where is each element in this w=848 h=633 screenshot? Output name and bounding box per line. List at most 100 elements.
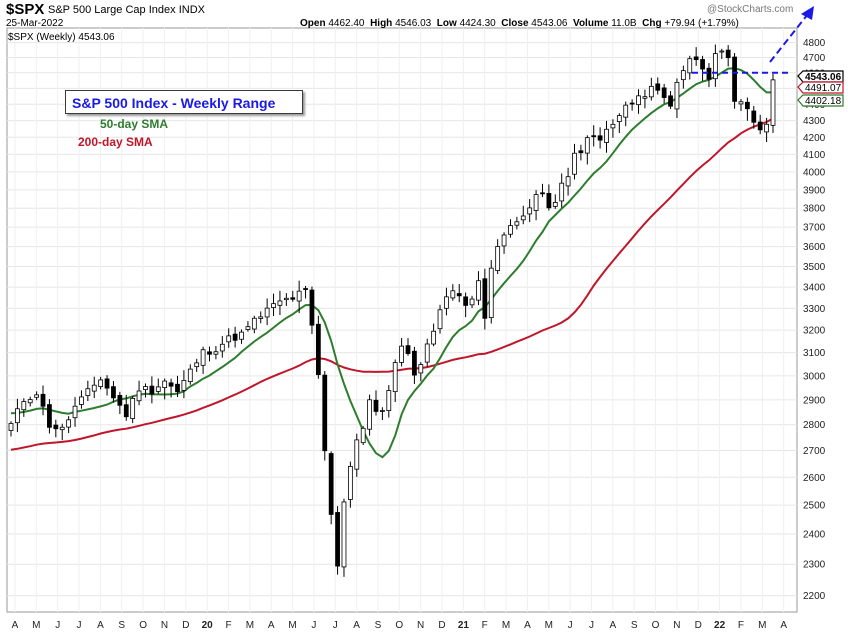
symbol-label: $SPX xyxy=(6,1,45,18)
sma50-label: 50-day SMA xyxy=(100,117,169,131)
candle-body xyxy=(239,331,244,340)
candle-body xyxy=(40,393,46,407)
candle-body xyxy=(725,49,731,59)
candle-body xyxy=(15,408,20,424)
candle-body xyxy=(187,368,193,383)
x-tick-label: D xyxy=(182,620,189,631)
price-badge: 4402.18 xyxy=(797,94,844,107)
x-tick-label: 22 xyxy=(714,620,726,631)
candle-body xyxy=(367,399,372,430)
y-tick-label: 2900 xyxy=(803,395,826,406)
x-tick-label: J xyxy=(589,620,594,631)
candle-body xyxy=(258,316,264,319)
sma200-line xyxy=(10,117,774,451)
candle-body xyxy=(360,427,366,444)
y-tick-label: 4100 xyxy=(803,150,826,161)
candle-body xyxy=(264,307,270,318)
candle-body xyxy=(655,83,661,91)
index-name: S&P 500 Large Cap Index INDX xyxy=(48,4,205,16)
candle-body xyxy=(450,290,456,299)
candle-body xyxy=(72,405,78,419)
candle-body xyxy=(552,202,558,207)
candle-body xyxy=(27,399,33,404)
candle-body xyxy=(719,50,725,53)
x-tick-label: A xyxy=(610,620,617,631)
candle-body xyxy=(104,378,110,389)
chart-date: 25-Mar-2022 xyxy=(6,18,64,29)
x-tick-label: M xyxy=(32,620,40,631)
x-tick-label: F xyxy=(482,620,488,631)
candle-body xyxy=(636,95,641,106)
candle-body xyxy=(53,424,59,430)
candle-body xyxy=(661,87,667,98)
x-tick-label: J xyxy=(55,620,60,631)
title-annotation-box: S&P 500 Index - Weekly Range xyxy=(65,90,303,114)
candle-body xyxy=(540,192,545,195)
y-tick-label: 4000 xyxy=(803,167,826,178)
candle-body xyxy=(745,101,750,110)
candle-body xyxy=(194,362,200,368)
candle-body xyxy=(693,56,699,61)
y-tick-label: 3200 xyxy=(803,326,826,337)
candle-body xyxy=(469,298,475,306)
candle-body xyxy=(303,288,308,290)
y-tick-label: 2500 xyxy=(803,501,826,512)
y-tick-label: 2200 xyxy=(803,591,826,602)
candle-body xyxy=(181,380,187,391)
price-badge-label: 4402.18 xyxy=(805,96,842,107)
x-tick-label: 21 xyxy=(458,620,470,631)
x-tick-label: O xyxy=(139,620,147,631)
candle-body xyxy=(213,351,219,355)
candle-body xyxy=(488,267,494,319)
candle-body xyxy=(207,351,212,355)
candle-body xyxy=(283,297,289,301)
candle-body xyxy=(117,395,123,406)
candle-body xyxy=(533,194,539,211)
candle-body xyxy=(495,246,501,271)
x-tick-label: J xyxy=(77,620,82,631)
candle-body xyxy=(354,439,360,470)
price-badge-label: 4543.06 xyxy=(805,72,842,83)
candle-body xyxy=(111,386,116,399)
y-tick-label: 3300 xyxy=(803,304,826,315)
x-tick-label: A xyxy=(780,620,787,631)
x-tick-label: O xyxy=(395,620,403,631)
candle-body xyxy=(751,110,757,123)
y-tick-label: 3400 xyxy=(803,283,826,294)
candle-body xyxy=(629,102,635,105)
y-tick-label: 3100 xyxy=(803,348,826,359)
candle-body xyxy=(309,289,315,326)
candle-body xyxy=(130,398,136,419)
x-tick-label: M xyxy=(288,620,296,631)
candle-body xyxy=(59,426,65,431)
candle-body xyxy=(431,330,437,345)
candle-body xyxy=(508,225,513,235)
x-tick-label: J xyxy=(311,620,316,631)
price-badge-label: 4491.07 xyxy=(805,83,842,94)
y-tick-label: 2400 xyxy=(803,530,826,541)
y-tick-label: 4300 xyxy=(803,116,826,127)
candle-body xyxy=(405,345,411,354)
candle-body xyxy=(514,221,520,226)
candle-body xyxy=(175,383,180,393)
candle-body xyxy=(687,58,693,74)
y-tick-label: 4800 xyxy=(803,38,826,49)
candle-body xyxy=(418,364,424,374)
x-tick-label: D xyxy=(695,620,702,631)
x-tick-label: A xyxy=(268,620,275,631)
candle-body xyxy=(565,176,571,187)
y-tick-label: 2600 xyxy=(803,473,826,484)
candle-body xyxy=(578,150,584,154)
y-tick-label: 4700 xyxy=(803,53,826,64)
candle-body xyxy=(149,385,155,395)
candle-body xyxy=(328,453,334,515)
candle-body xyxy=(296,290,302,302)
candle-body xyxy=(47,404,52,428)
candle-body xyxy=(412,350,417,376)
candle-body xyxy=(335,512,340,567)
candle-body xyxy=(584,137,590,154)
candle-body xyxy=(85,388,91,397)
candle-body xyxy=(34,394,39,398)
candle-body xyxy=(463,296,469,306)
candle-body xyxy=(770,79,776,126)
